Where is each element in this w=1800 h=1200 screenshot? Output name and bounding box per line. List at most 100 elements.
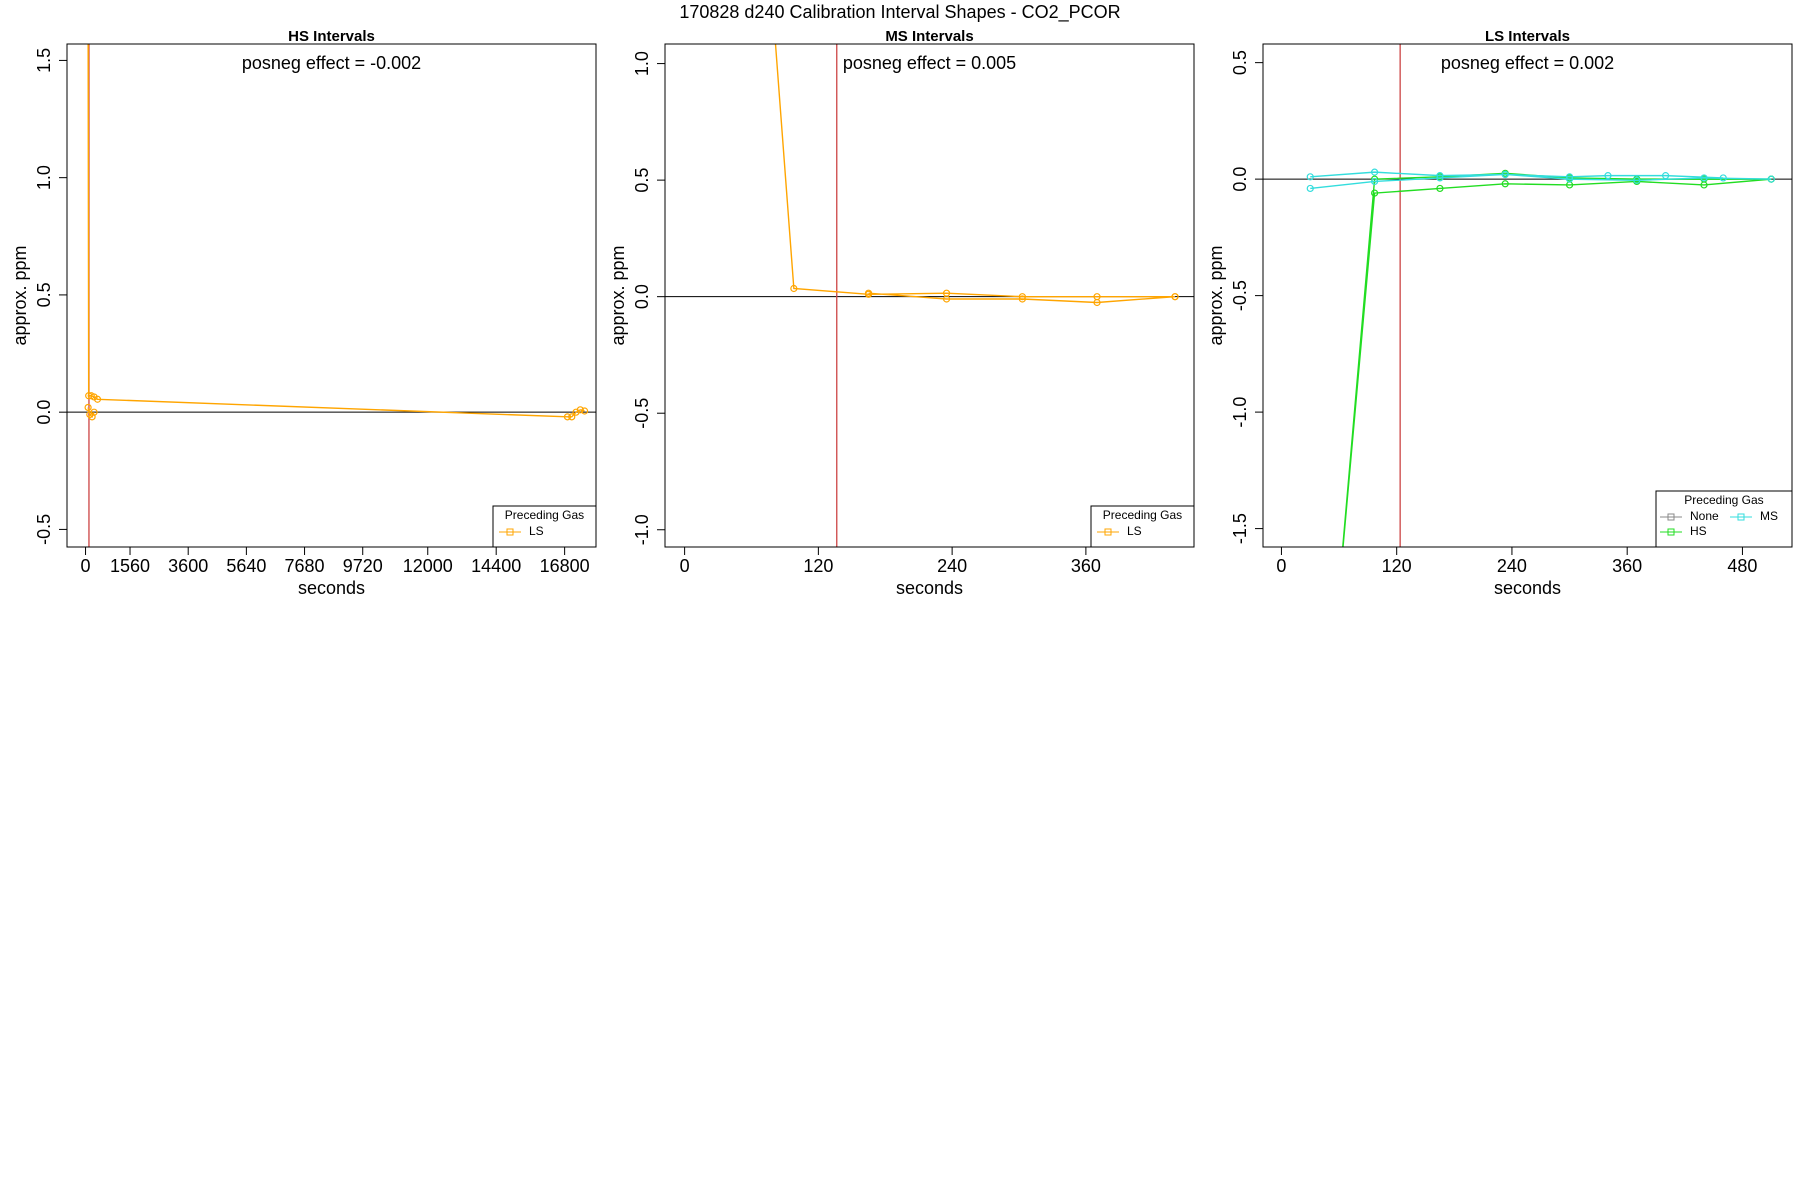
data-point xyxy=(568,413,576,421)
data-point xyxy=(563,413,572,421)
data-point xyxy=(942,295,951,303)
y-tick-label: -1.0 xyxy=(1230,397,1250,428)
data-point xyxy=(1767,175,1775,183)
legend-label: None xyxy=(1690,509,1719,523)
y-tick-label: 0.5 xyxy=(632,168,652,193)
panel-title: MS Intervals xyxy=(885,28,973,45)
y-tick-label: 0.5 xyxy=(1230,50,1250,75)
data-point xyxy=(1662,172,1670,180)
data-point xyxy=(1436,174,1444,182)
x-tick-label: 14400 xyxy=(471,556,521,576)
x-axis-label: seconds xyxy=(1494,578,1561,598)
data-point xyxy=(1719,174,1727,182)
plot xyxy=(67,44,596,547)
x-tick-label: 16800 xyxy=(540,556,590,576)
data-point xyxy=(90,408,98,416)
data-point xyxy=(1436,184,1444,193)
legend-title: Preceding Gas xyxy=(1684,493,1763,507)
data-point xyxy=(1700,181,1708,189)
panel-title: LS Intervals xyxy=(1485,28,1570,45)
plot xyxy=(1263,44,1792,648)
legend-marker xyxy=(506,528,514,536)
y-axis-label: approx. ppm xyxy=(10,245,30,345)
data-point xyxy=(1018,295,1026,303)
data-point xyxy=(1306,184,1314,193)
data-point xyxy=(1306,173,1314,181)
data-point xyxy=(1604,172,1612,180)
panel-title: HS Intervals xyxy=(288,28,375,45)
x-tick-label: 360 xyxy=(1071,556,1101,576)
x-tick-label: 9720 xyxy=(343,556,383,576)
y-tick-label: 0.0 xyxy=(632,284,652,309)
y-tick-label: 0.5 xyxy=(34,282,54,307)
plot-frame xyxy=(1262,43,1793,548)
y-tick-label: -0.5 xyxy=(34,514,54,545)
x-axis-label: seconds xyxy=(896,578,963,598)
annotation: posneg effect = 0.002 xyxy=(1441,53,1614,73)
annotation: posneg effect = 0.005 xyxy=(843,53,1016,73)
data-point xyxy=(580,407,589,415)
x-tick-label: 360 xyxy=(1612,556,1642,576)
x-tick-label: 5640 xyxy=(226,556,266,576)
legend-marker xyxy=(1667,513,1675,521)
x-tick-label: 240 xyxy=(937,556,967,576)
data-point xyxy=(1700,174,1708,182)
data-point xyxy=(1371,189,1379,197)
y-tick-label: -0.5 xyxy=(632,398,652,429)
plot-frame xyxy=(664,43,1195,548)
figure-title: 170828 d240 Calibration Interval Shapes … xyxy=(679,2,1120,23)
data-point xyxy=(1565,175,1574,183)
x-tick-label: 120 xyxy=(803,556,833,576)
data-point xyxy=(576,406,584,414)
legend-marker xyxy=(1667,528,1675,536)
y-tick-label: -0.5 xyxy=(1230,280,1250,311)
x-tick-label: 7680 xyxy=(285,556,325,576)
series-line xyxy=(1310,171,1772,190)
y-tick-label: 0.0 xyxy=(1230,167,1250,192)
x-axis-label: seconds xyxy=(298,578,365,598)
legend-title: Preceding Gas xyxy=(1103,508,1182,522)
data-point xyxy=(84,403,92,412)
annotation: posneg effect = -0.002 xyxy=(242,53,421,73)
x-tick-label: 0 xyxy=(680,556,690,576)
legend-marker xyxy=(1104,528,1112,536)
plot xyxy=(665,44,1194,547)
x-tick-label: 240 xyxy=(1497,556,1527,576)
data-point xyxy=(1501,180,1509,188)
y-axis-label: approx. ppm xyxy=(1206,245,1226,345)
x-tick-label: 120 xyxy=(1382,556,1412,576)
data-point xyxy=(1093,298,1101,307)
legend-box xyxy=(1655,490,1793,548)
x-tick-label: 0 xyxy=(1276,556,1286,576)
y-tick-label: 1.5 xyxy=(34,48,54,73)
data-point xyxy=(1633,176,1641,184)
x-tick-label: 480 xyxy=(1727,556,1757,576)
data-point xyxy=(1331,642,1337,648)
data-point xyxy=(1565,173,1574,181)
y-tick-label: 1.0 xyxy=(632,51,652,76)
data-point xyxy=(1371,168,1379,176)
legend-box xyxy=(1090,505,1195,548)
legend-label: LS xyxy=(529,524,544,538)
x-tick-label: 1560 xyxy=(110,556,150,576)
x-tick-label: 3600 xyxy=(168,556,208,576)
data-point xyxy=(1501,170,1509,179)
data-point xyxy=(1171,293,1179,301)
data-point xyxy=(1018,293,1026,301)
data-point xyxy=(790,284,798,293)
data-point xyxy=(1331,642,1337,648)
y-tick-label: 1.0 xyxy=(34,165,54,190)
legend-marker xyxy=(1737,513,1745,521)
legend-label: MS xyxy=(1760,509,1778,523)
data-point xyxy=(1371,177,1379,186)
data-point xyxy=(93,395,102,403)
plot-frame xyxy=(66,43,597,548)
legend-box xyxy=(492,505,597,548)
legend-title: Preceding Gas xyxy=(505,508,584,522)
legend-label: HS xyxy=(1690,524,1707,538)
data-point xyxy=(1436,172,1444,180)
x-tick-label: 0 xyxy=(81,556,91,576)
data-point xyxy=(864,289,873,297)
y-tick-label: 0.0 xyxy=(34,400,54,425)
